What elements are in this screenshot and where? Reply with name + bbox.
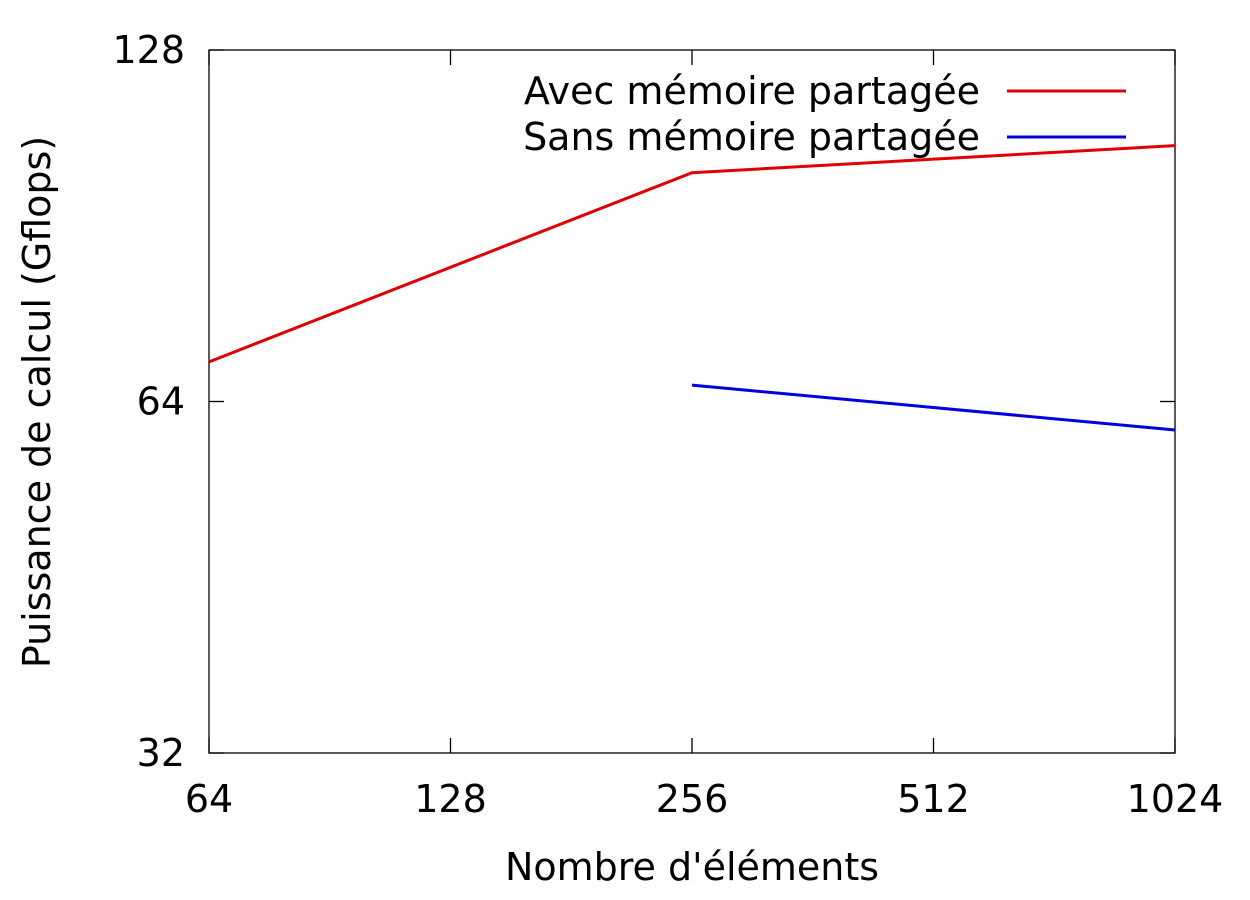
y-tick-label: 128 [112, 28, 185, 72]
series-line-2 [691, 383, 1176, 432]
x-tick-label: 64 [185, 777, 233, 821]
y-tick-label: 32 [137, 731, 185, 775]
x-axis-label: Nombre d'éléments [505, 845, 879, 889]
y-tick-label: 64 [137, 380, 185, 424]
x-tick-label: 512 [897, 777, 970, 821]
x-tick-label: 256 [656, 777, 729, 821]
y-axis-label: Puissance de calcul (Gflops) [15, 136, 59, 668]
legend-label-1: Avec mémoire partagée [524, 69, 980, 113]
x-tick-label: 1024 [1127, 777, 1224, 821]
series-line-1 [208, 144, 1176, 364]
x-tick-label: 128 [414, 777, 487, 821]
legend-label-2: Sans mémoire partagée [523, 115, 980, 159]
